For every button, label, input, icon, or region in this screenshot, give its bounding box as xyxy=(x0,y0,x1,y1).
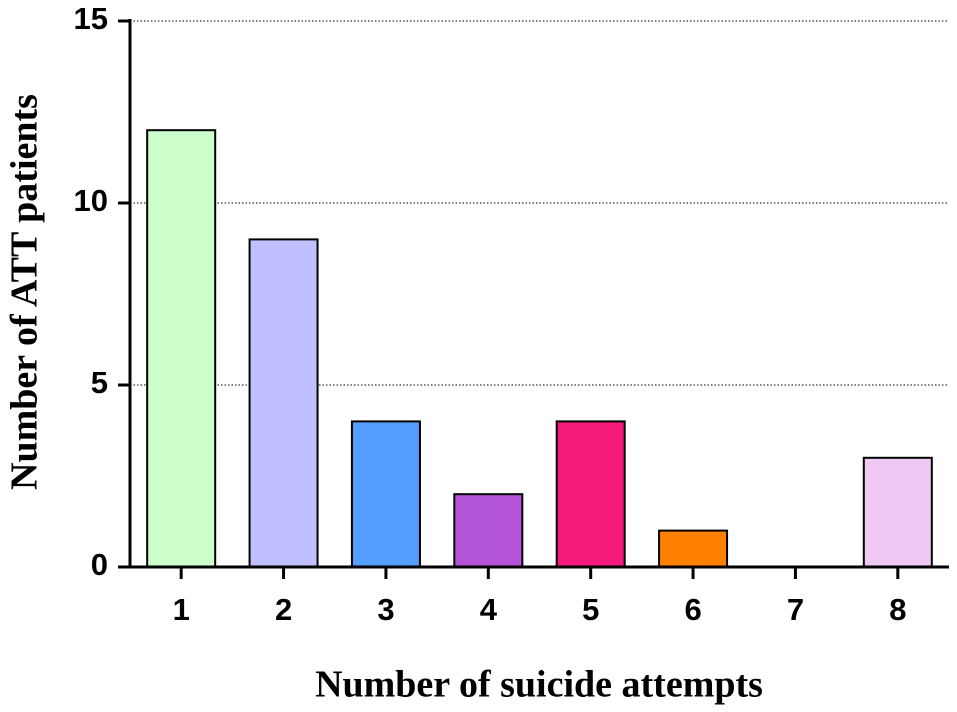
y-tick-label: 0 xyxy=(91,547,108,582)
x-tick-label: 8 xyxy=(889,592,906,627)
x-tick-label: 2 xyxy=(275,592,292,627)
x-axis-title: Number of suicide attempts xyxy=(315,664,763,706)
bar xyxy=(146,129,217,568)
bar xyxy=(862,456,933,568)
y-tick-label: 10 xyxy=(74,183,108,218)
bar xyxy=(453,493,524,569)
y-axis-title: Number of ATT patients xyxy=(4,94,46,490)
x-tick-label: 5 xyxy=(582,592,599,627)
x-tick-label: 7 xyxy=(787,592,804,627)
y-tick-label: 5 xyxy=(91,365,108,400)
x-tick-label: 3 xyxy=(377,592,394,627)
bar xyxy=(350,420,421,568)
x-tick-label: 1 xyxy=(173,592,190,627)
x-tick-label: 4 xyxy=(480,592,498,627)
x-tick-label: 6 xyxy=(684,592,701,627)
bar xyxy=(658,529,729,568)
bar xyxy=(555,420,626,568)
y-tick-label: 15 xyxy=(74,1,108,36)
bar xyxy=(248,238,319,568)
